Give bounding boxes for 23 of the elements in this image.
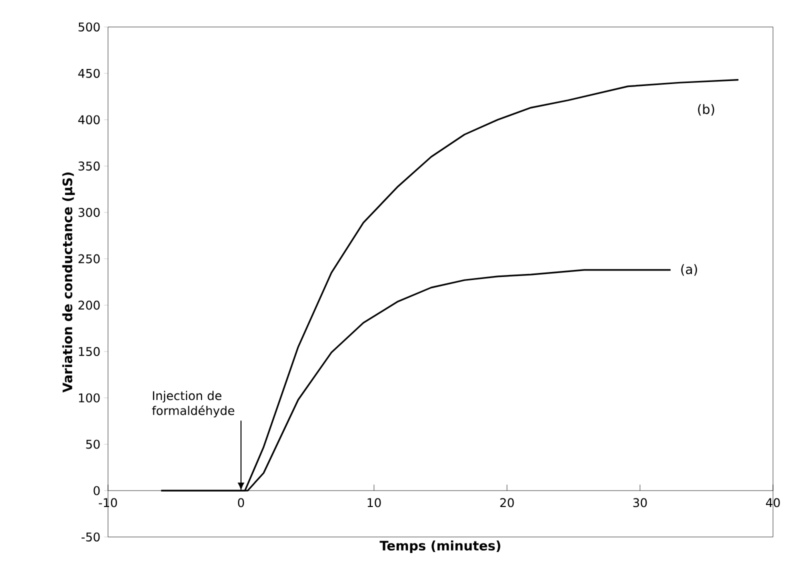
- y-tick-label: 150: [78, 347, 100, 356]
- annotation: Injection de formaldéhyde: [152, 390, 234, 418]
- x-tick-label: 40: [766, 498, 780, 508]
- x-tick-label: 20: [500, 498, 514, 508]
- y-tick-label: 0: [94, 486, 100, 496]
- y-tick-label: 200: [78, 300, 100, 310]
- y-tick-label: 50: [86, 440, 100, 449]
- annotation: (a): [681, 264, 698, 276]
- x-tick-label: 30: [633, 498, 647, 508]
- y-tick-label: -50: [82, 532, 100, 542]
- y-tick-label: 450: [78, 68, 100, 78]
- x-axis-title: Temps (minutes): [380, 540, 500, 554]
- x-tick-label: 10: [368, 498, 381, 508]
- y-tick-label: 300: [78, 208, 100, 217]
- y-tick-label: 250: [78, 254, 100, 264]
- y-tick-label: 100: [78, 393, 100, 402]
- annotation: (b): [698, 104, 714, 116]
- x-tick-label: 0: [238, 498, 244, 508]
- y-tick-label: 500: [78, 22, 100, 32]
- y-tick-label: 350: [78, 162, 100, 171]
- y-axis-title: Variation de conductance (µS): [62, 172, 75, 393]
- x-tick-label: -10: [98, 498, 117, 508]
- y-tick-label: 400: [78, 115, 100, 124]
